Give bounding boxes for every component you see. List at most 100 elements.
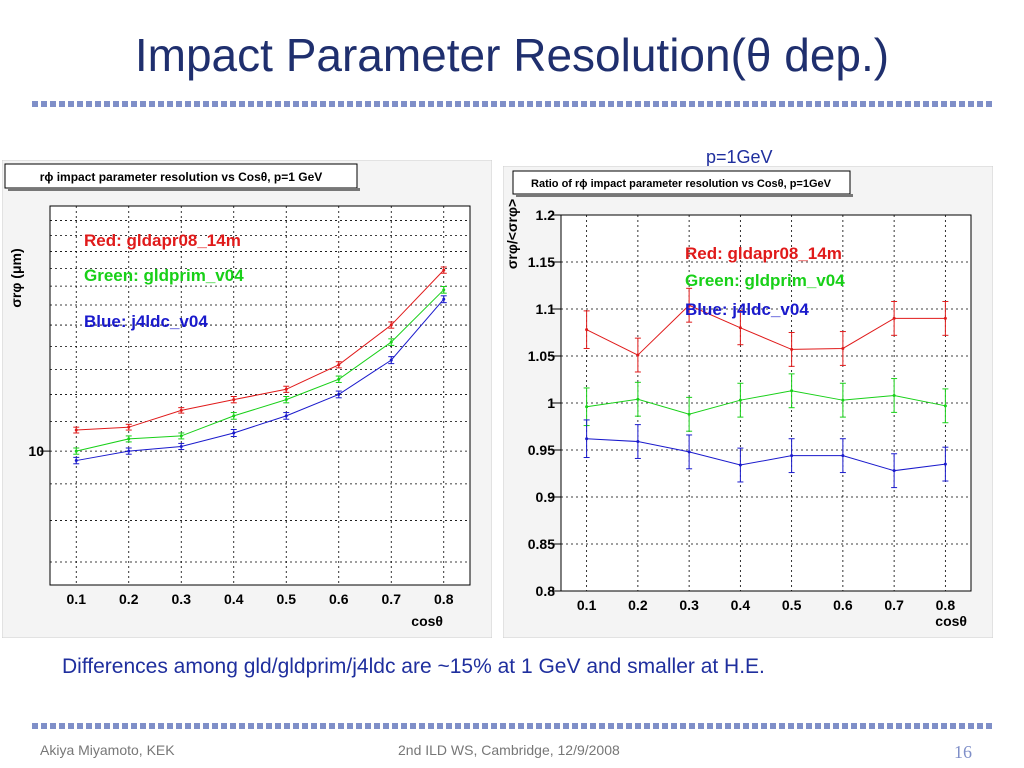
x-tick-label: 0.1 (577, 597, 597, 613)
grid (50, 205, 470, 585)
data-point (232, 431, 236, 435)
series-line-1 (76, 289, 445, 452)
data-point (636, 440, 640, 444)
data-point (943, 462, 947, 466)
plot-area (49, 205, 471, 586)
series-group (73, 266, 447, 465)
data-point (179, 434, 183, 438)
data-point (687, 412, 691, 416)
series-line-1 (586, 390, 946, 415)
data-point (892, 393, 896, 397)
y-axis-label: σrφ (μm) (8, 248, 24, 307)
data-point (74, 428, 78, 432)
legend-blue: Blue: j4ldc_v04 (685, 300, 809, 319)
data-point (337, 377, 341, 381)
grid (561, 214, 971, 592)
x-axis-label: cosθ (935, 613, 967, 629)
x-tick-label: 0.5 (782, 597, 802, 613)
x-tick-label: 0.2 (628, 597, 648, 613)
x-axis-label: cosθ (411, 613, 443, 629)
y-tick-label: 1.15 (528, 254, 555, 270)
data-point (442, 268, 446, 272)
chart-title-box (4, 163, 358, 189)
data-point (127, 425, 131, 429)
series-line-2 (76, 298, 445, 462)
data-point (738, 326, 742, 330)
data-point (943, 404, 947, 408)
legend-green: Green: gldprim_v04 (84, 266, 244, 285)
x-tick-label: 0.7 (884, 597, 904, 613)
data-point (790, 454, 794, 458)
y-tick-label: 1.1 (536, 301, 556, 317)
data-point (127, 437, 131, 441)
data-point (442, 297, 446, 301)
y-tick-label: 1.2 (536, 207, 556, 223)
axis-ticks: 0.1 0.2 0.3 0.4 0.5 0.6 0.7 0.8 10 (28, 443, 453, 607)
data-point (337, 363, 341, 367)
x-tick-label: 0.6 (329, 591, 349, 607)
top-divider (32, 101, 992, 107)
data-point (738, 398, 742, 402)
x-tick-label: 0.3 (679, 597, 699, 613)
legend-blue: Blue: j4ldc_v04 (84, 312, 208, 331)
slide-caption: Differences among gld/gldprim/j4ldc are … (62, 655, 765, 678)
data-point (892, 469, 896, 473)
data-point (841, 398, 845, 402)
data-point (687, 450, 691, 454)
data-point (687, 303, 691, 307)
data-point (636, 397, 640, 401)
series-line-0 (76, 269, 445, 431)
data-point (790, 389, 794, 393)
legend-red: Red: gldapr08_14m (84, 231, 241, 250)
chart-title: Ratio of rϕ impact parameter resolution … (531, 178, 832, 190)
data-point (841, 346, 845, 350)
legend-green: Green: gldprim_v04 (685, 271, 845, 290)
series-group (583, 287, 949, 489)
data-point (389, 323, 393, 327)
y-tick-label: 0.95 (528, 442, 555, 458)
data-point (232, 414, 236, 418)
footer-author: Akiya Miyamoto, KEK (40, 742, 175, 758)
resolution-chart: rϕ impact parameter resolution vs Cosθ, … (2, 160, 492, 638)
y-tick-label: 0.85 (528, 536, 555, 552)
x-tick-label: 0.4 (731, 597, 751, 613)
bottom-divider (32, 723, 992, 729)
data-point (738, 463, 742, 467)
y-tick-label: 1 (547, 395, 555, 411)
y-tick-label: 0.9 (536, 489, 556, 505)
momentum-label: p=1GeV (706, 147, 773, 167)
data-point (74, 459, 78, 463)
data-point (943, 316, 947, 320)
data-point (337, 392, 341, 396)
series-line-2 (586, 438, 946, 472)
data-point (442, 288, 446, 292)
data-point (127, 449, 131, 453)
data-point (892, 316, 896, 320)
footer-event: 2nd ILD WS, Cambridge, 12/9/2008 (398, 742, 620, 758)
data-point (284, 387, 288, 391)
data-point (790, 347, 794, 351)
x-tick-label: 0.4 (224, 591, 244, 607)
slide-title: Impact Parameter Resolution(θ dep.) (134, 29, 890, 81)
data-point (636, 353, 640, 357)
axis-ticks: 0.1 0.2 0.3 0.4 0.5 0.6 0.7 0.8 0.8 0.85 0.9 0.95 1 1… (528, 207, 956, 613)
data-point (585, 437, 589, 441)
y-tick-label: 1.05 (528, 348, 555, 364)
data-point (389, 358, 393, 362)
x-tick-label: 0.3 (172, 591, 192, 607)
data-point (74, 449, 78, 453)
x-tick-label: 0.7 (382, 591, 402, 607)
legend-red: Red: gldapr08_14m (685, 244, 842, 263)
data-point (179, 408, 183, 412)
x-tick-label: 0.2 (119, 591, 139, 607)
x-tick-label: 0.6 (833, 597, 853, 613)
data-point (585, 405, 589, 409)
data-point (179, 444, 183, 448)
x-tick-label: 0.8 (434, 591, 454, 607)
page-number: 16 (954, 742, 972, 762)
y-tick-label: 10 (28, 443, 44, 459)
y-axis-label: σrφ/<σrφ> (504, 199, 520, 269)
y-tick-label: 0.8 (536, 583, 556, 599)
data-point (284, 398, 288, 402)
chart-title-shadow (516, 194, 853, 197)
